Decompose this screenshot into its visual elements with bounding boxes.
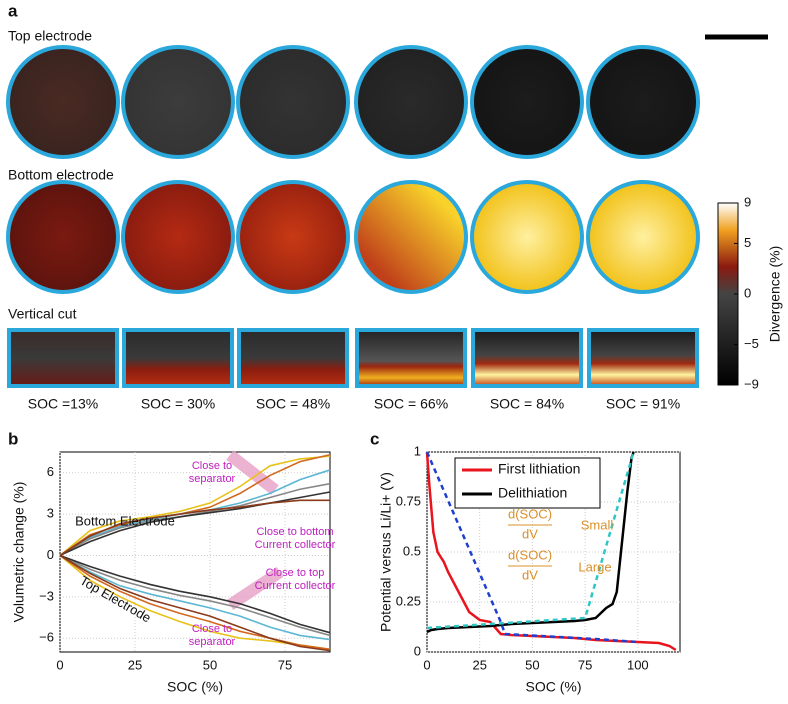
annotation: Small: [581, 517, 614, 532]
x-tick-label: 0: [423, 657, 430, 672]
colorbar-label: Divergence (%): [767, 246, 783, 342]
line-series: [59, 491, 331, 557]
electrode-image: [354, 45, 468, 159]
annotation: Close to: [192, 623, 232, 635]
line-series: [425, 451, 638, 644]
line-series: [59, 554, 331, 641]
annotation: Close to bottom: [256, 526, 333, 538]
y-tick-label: −3: [39, 588, 54, 603]
y-tick-label: 0.25: [396, 593, 421, 608]
line-series: [59, 554, 331, 637]
electrode-image: [236, 180, 350, 294]
soc-label: SOC = 48%: [256, 396, 330, 412]
annotation: dV: [522, 567, 538, 582]
line-series: [59, 554, 331, 652]
line-series: [59, 499, 330, 557]
y-tick-label: 1: [414, 443, 421, 458]
x-tick-label: 25: [128, 657, 142, 672]
soc-label: SOC = 30%: [141, 396, 215, 412]
panel-label: c: [370, 429, 379, 448]
electrode-image: [354, 180, 468, 294]
annotation: separator: [189, 473, 236, 485]
arrow: [226, 450, 279, 495]
annotation: d(SOC): [508, 506, 552, 521]
legend-box: [454, 457, 601, 509]
x-tick-label: 0: [56, 657, 63, 672]
y-axis-label: Potential versus Li/Li+ (V): [378, 472, 394, 632]
cut-image: [7, 328, 119, 388]
electrode-image: [121, 45, 235, 159]
soc-label: SOC = 84%: [490, 396, 564, 412]
annotation: separator: [189, 636, 236, 648]
electrode-image: [586, 180, 700, 294]
line-series: [59, 455, 331, 557]
annotation: Current collector: [255, 580, 336, 592]
cut-image: [122, 328, 234, 388]
electrode-image: [586, 45, 700, 159]
y-tick-label: −6: [39, 630, 54, 645]
legend-label: Delithiation: [498, 485, 567, 501]
colorbar-tick-label: 5: [744, 235, 751, 250]
line-series: [426, 451, 635, 634]
x-tick-label: 50: [203, 657, 217, 672]
annotation: Current collector: [255, 539, 336, 551]
annotation: Bottom Electrode: [75, 513, 175, 528]
soc-label: SOC =13%: [28, 396, 98, 412]
line-series: [426, 451, 635, 630]
row-label: Top electrode: [8, 28, 92, 44]
electrode-image: [121, 180, 235, 294]
y-tick-label: 3: [47, 506, 54, 521]
x-tick-label: 100: [627, 657, 649, 672]
row-label: Vertical cut: [8, 306, 77, 322]
colorbar-tick-label: 9: [744, 194, 751, 209]
annotation: dV: [522, 526, 538, 541]
x-tick-label: 25: [472, 657, 486, 672]
arrow: [226, 566, 284, 611]
y-tick-label: 0.5: [403, 543, 421, 558]
legend-label: First lithiation: [498, 461, 580, 477]
panel-b: b 0 25 50 75 −6 −3 0 3 6 SOC (%) Volumetric change …: [8, 429, 336, 694]
cut-image: [471, 328, 583, 388]
colorbar-tick-label: −9: [744, 376, 759, 391]
annotation: d(SOC): [508, 547, 552, 562]
panel-label: a: [8, 1, 18, 20]
y-tick-label: 0.75: [396, 493, 421, 508]
electrode-image: [6, 45, 120, 159]
line-series: [59, 554, 331, 634]
x-axis-label: SOC (%): [167, 679, 223, 695]
x-tick-label: 75: [278, 657, 292, 672]
cut-image: [587, 328, 699, 388]
y-tick-label: 0: [47, 547, 54, 562]
cut-image: [237, 328, 349, 388]
annotation: Close to top: [266, 567, 325, 579]
row-label: Bottom electrode: [8, 167, 114, 183]
annotation: Large: [578, 559, 611, 574]
electrode-image: [236, 45, 350, 159]
electrode-image: [470, 180, 584, 294]
x-axis-label: SOC (%): [526, 679, 582, 695]
soc-label: SOC = 66%: [374, 396, 448, 412]
cut-image: [355, 328, 467, 388]
panel-a: a Top electrode Bottom electrode Vertica…: [6, 1, 783, 412]
colorbar-tick-label: −5: [744, 336, 759, 351]
colorbar-tick-label: 0: [744, 285, 751, 300]
electrode-image: [470, 45, 584, 159]
panel-c: c 0 25 50 75 100 0 0.25 0.5 0.75 1 SOC (%) Potential…: [370, 429, 681, 695]
electrode-image: [6, 180, 120, 294]
y-axis-label: Volumetric change (%): [11, 482, 27, 623]
soc-label: SOC = 91%: [606, 396, 680, 412]
x-tick-label: 75: [578, 657, 592, 672]
x-tick-label: 50: [525, 657, 539, 672]
y-tick-label: 6: [47, 464, 54, 479]
annotation: Close to: [192, 460, 232, 472]
y-tick-label: 0: [414, 643, 421, 658]
panel-label: b: [8, 429, 18, 448]
